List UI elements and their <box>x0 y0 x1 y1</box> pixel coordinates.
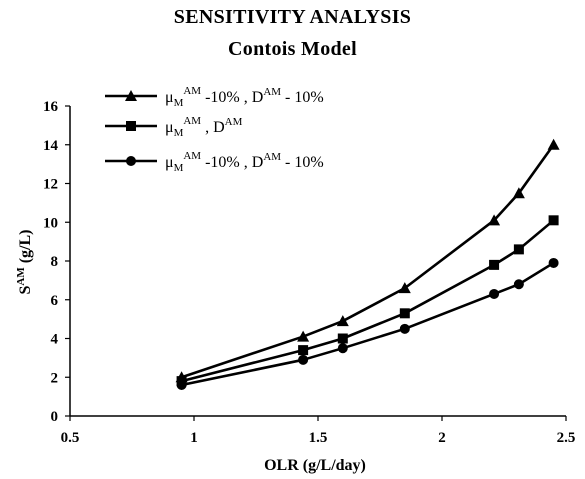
y-tick-label: 10 <box>43 215 58 231</box>
legend-label-part: M <box>174 127 184 139</box>
legend-label-part: AM <box>183 85 201 97</box>
triangle-marker <box>297 330 310 342</box>
legend-triangle-marker <box>125 90 137 101</box>
circle-marker <box>298 354 309 365</box>
y-tick-label: 2 <box>51 370 59 386</box>
legend-label-part: , D <box>201 119 225 136</box>
legend-label: μMAM -10% , DAM - 10% <box>165 85 324 109</box>
legend-label: μMAM -10% , DAM - 10% <box>165 150 324 174</box>
y-tick-label: 4 <box>51 332 59 348</box>
y-tick-label: 8 <box>51 254 59 270</box>
square-marker <box>548 215 559 226</box>
legend-label-part: -10% , D <box>201 154 263 171</box>
legend-label-part: μ <box>165 119 174 136</box>
triangle-marker <box>336 315 349 327</box>
legend-label-part: AM <box>183 115 201 127</box>
y-axis-label-sup: AM <box>15 267 27 286</box>
y-tick-label: 0 <box>51 409 59 425</box>
circle-marker <box>548 257 559 268</box>
square-marker <box>399 308 410 319</box>
legend-label-part: M <box>174 162 184 174</box>
legend-label-part: - 10% <box>281 89 324 106</box>
series-layer <box>175 138 560 390</box>
legend-label: μMAM , DAM <box>165 115 243 139</box>
triangle-marker <box>488 214 501 226</box>
y-tick-label: 14 <box>43 138 59 154</box>
legend-circle-marker <box>126 156 136 166</box>
x-tick-label: 1 <box>190 430 198 446</box>
x-tick-label: 2.5 <box>557 430 576 446</box>
legend-label-part: M <box>174 97 184 109</box>
circle-marker <box>337 343 348 354</box>
legend-label-part: AM <box>263 86 281 98</box>
x-tick-label: 0.5 <box>61 430 80 446</box>
series-1 <box>175 138 560 383</box>
y-tick-label: 16 <box>43 99 59 115</box>
square-marker <box>298 345 309 356</box>
triangle-marker <box>547 138 560 150</box>
series-3 <box>176 257 559 390</box>
x-tick-label: 1.5 <box>309 430 328 446</box>
y-axis-label-main: S <box>17 286 34 295</box>
legend-item-2: μMAM , DAM <box>105 115 243 139</box>
legend-label-part: -10% , D <box>201 89 263 106</box>
legend-item-1: μMAM -10% , DAM - 10% <box>105 85 324 109</box>
circle-marker <box>176 380 187 390</box>
legend-label-part: μ <box>165 89 174 106</box>
y-tick-label: 6 <box>51 293 59 309</box>
square-marker <box>489 259 500 270</box>
triangle-marker <box>512 187 525 199</box>
square-marker <box>513 244 524 255</box>
y-tick-label: 12 <box>43 177 58 193</box>
legend-label-part: - 10% <box>281 154 324 171</box>
y-axis-label: SAM (g/L) <box>15 229 34 294</box>
legend-label-part: AM <box>263 151 281 163</box>
series-line <box>181 219 555 383</box>
x-axis-label: OLR (g/L/day) <box>264 457 366 474</box>
legend-label-part: AM <box>183 150 201 162</box>
x-tick-label: 2 <box>438 430 446 446</box>
chart-subtitle: Contois Model <box>228 38 357 60</box>
legend-label-part: μ <box>165 154 174 171</box>
triangle-marker <box>398 282 411 294</box>
circle-marker <box>489 288 500 299</box>
square-marker <box>337 333 348 344</box>
chart-title: SENSITIVITY ANALYSIS <box>173 6 412 28</box>
y-axis-label-rest: (g/L) <box>17 229 34 267</box>
circle-marker <box>513 279 524 290</box>
legend-item-3: μMAM -10% , DAM - 10% <box>105 150 324 174</box>
axes: 0 2 4 6 8 10 12 14 16 0.5 1 1.5 2 2.5 <box>43 99 575 446</box>
legend-square-marker <box>126 121 136 131</box>
legend-label-part: AM <box>225 116 243 128</box>
circle-marker <box>399 323 410 334</box>
